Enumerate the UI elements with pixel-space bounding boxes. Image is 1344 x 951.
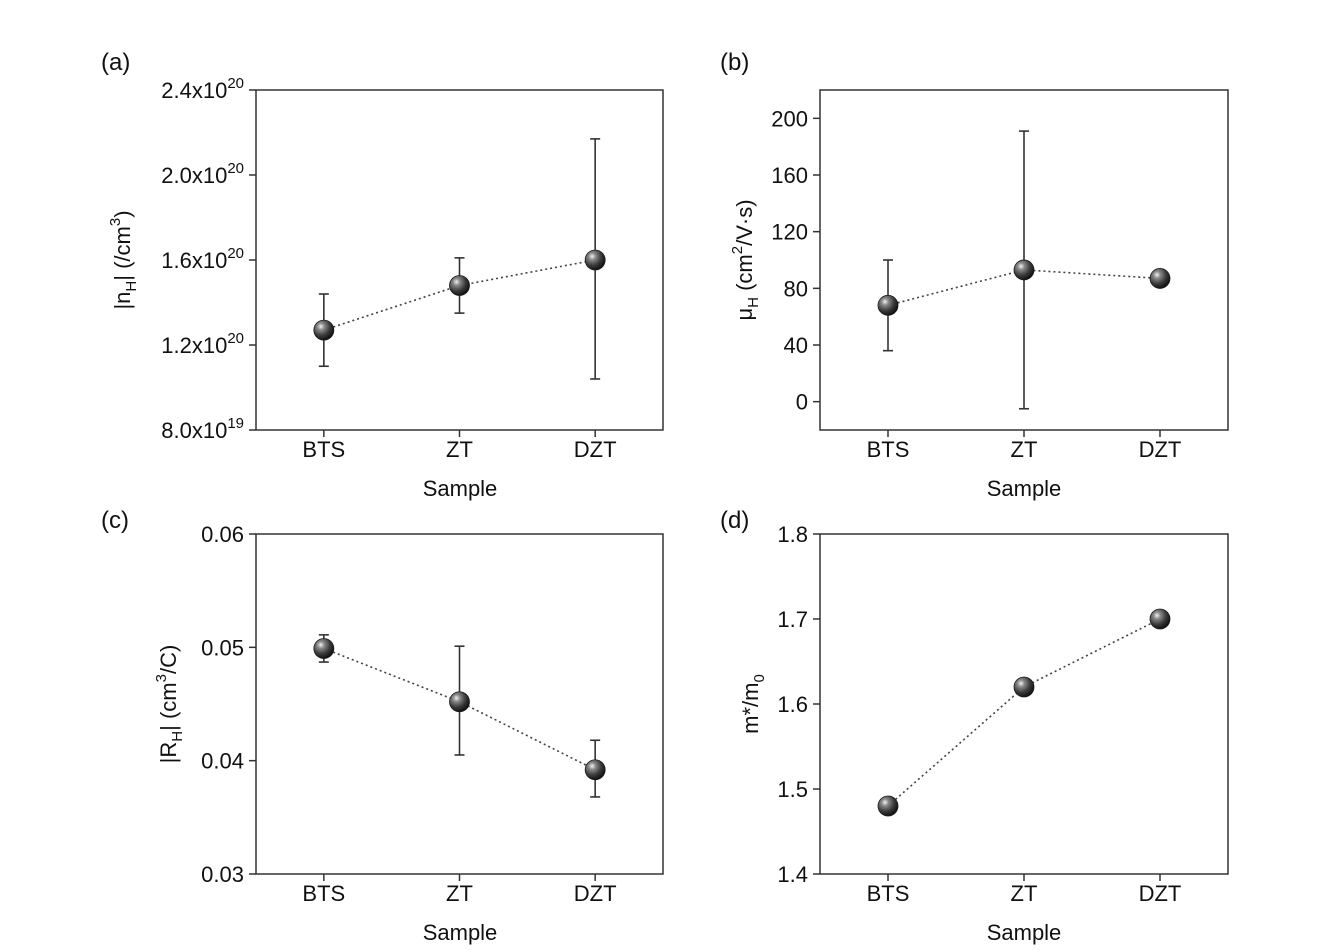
y-tick-label: 0.05 xyxy=(201,635,244,660)
y-tick-label: 2.4x1020 xyxy=(161,75,244,103)
data-point xyxy=(877,795,899,817)
y-tick-label: 120 xyxy=(771,220,808,245)
panel-a: (a) 8.0x1019 1.2x1020 1.6x1020 2.0x1020 2.4x1… xyxy=(101,49,664,501)
panel-c: (c) 0.03 0.04 0.05 0.06 BTS ZT DZT Sample |RH| (c… xyxy=(101,507,664,945)
y-tick-label: 1.4 xyxy=(777,862,808,887)
data-point xyxy=(1149,608,1171,630)
x-tick-label: BTS xyxy=(302,881,345,906)
x-tick-label: BTS xyxy=(867,437,910,462)
y-tick-label: 1.5 xyxy=(777,777,808,802)
data-point xyxy=(584,759,606,781)
y-axis-title: |nH| (/cm3) xyxy=(107,210,140,309)
data-point xyxy=(313,638,335,659)
y-tick-label: 0.04 xyxy=(201,749,244,774)
y-axis-title: m*/m0 xyxy=(738,674,768,734)
panel-label: (d) xyxy=(720,507,749,534)
x-tick-label: BTS xyxy=(867,881,910,906)
x-tick-label: ZT xyxy=(446,881,473,906)
data-point xyxy=(1013,676,1035,698)
y-tick-label: 0.03 xyxy=(201,862,244,887)
plot-frame xyxy=(819,533,1229,875)
panel-label: (c) xyxy=(101,507,129,534)
y-tick-label: 160 xyxy=(771,163,808,188)
panel-label: (a) xyxy=(101,49,130,76)
data-point xyxy=(1013,259,1035,281)
x-tick-label: ZT xyxy=(1011,437,1038,462)
y-tick-label: 1.6x1020 xyxy=(161,245,244,273)
data-point xyxy=(1149,268,1171,289)
x-tick-label: DZT xyxy=(1139,437,1182,462)
y-tick-label: 1.6 xyxy=(777,692,808,717)
x-axis-title: Sample xyxy=(423,920,498,945)
y-axis-title: μH (cm2/V·s) xyxy=(729,199,762,320)
y-tick-label: 0 xyxy=(796,390,808,415)
y-tick-label: 1.7 xyxy=(777,607,808,632)
panel-label: (b) xyxy=(720,49,749,76)
x-tick-label: BTS xyxy=(302,437,345,462)
x-tick-label: DZT xyxy=(574,881,617,906)
data-point xyxy=(449,691,470,713)
data-point xyxy=(877,294,899,316)
y-tick-label: 8.0x1019 xyxy=(161,415,244,443)
y-tick-label: 1.8 xyxy=(777,522,808,547)
x-axis-title: Sample xyxy=(423,476,498,501)
y-tick-label: 0.06 xyxy=(201,522,244,547)
y-tick-label: 2.0x1020 xyxy=(161,160,244,188)
x-tick-label: DZT xyxy=(574,437,617,462)
panel-b: (b) 0 40 80 120 160 200 BTS ZT DZT Sample μH (cm2/V… xyxy=(720,49,1229,501)
data-point xyxy=(313,319,335,341)
panel-d: (d) 1.4 1.5 1.6 1.7 1.8 BTS ZT DZT Sample m*/m0 xyxy=(720,507,1229,945)
data-point xyxy=(584,249,606,271)
y-axis-title: |RH| (cm3/C) xyxy=(153,645,186,764)
x-tick-label: DZT xyxy=(1139,881,1182,906)
x-tick-label: ZT xyxy=(446,437,473,462)
y-tick-label: 200 xyxy=(771,106,808,131)
data-point xyxy=(449,275,470,296)
y-tick-label: 40 xyxy=(784,333,808,358)
y-tick-label: 80 xyxy=(784,276,808,301)
y-tick-label: 1.2x1020 xyxy=(161,330,244,358)
x-tick-label: ZT xyxy=(1011,881,1038,906)
series-connector xyxy=(887,618,1161,807)
x-axis-title: Sample xyxy=(987,476,1062,501)
x-axis-title: Sample xyxy=(987,920,1062,945)
